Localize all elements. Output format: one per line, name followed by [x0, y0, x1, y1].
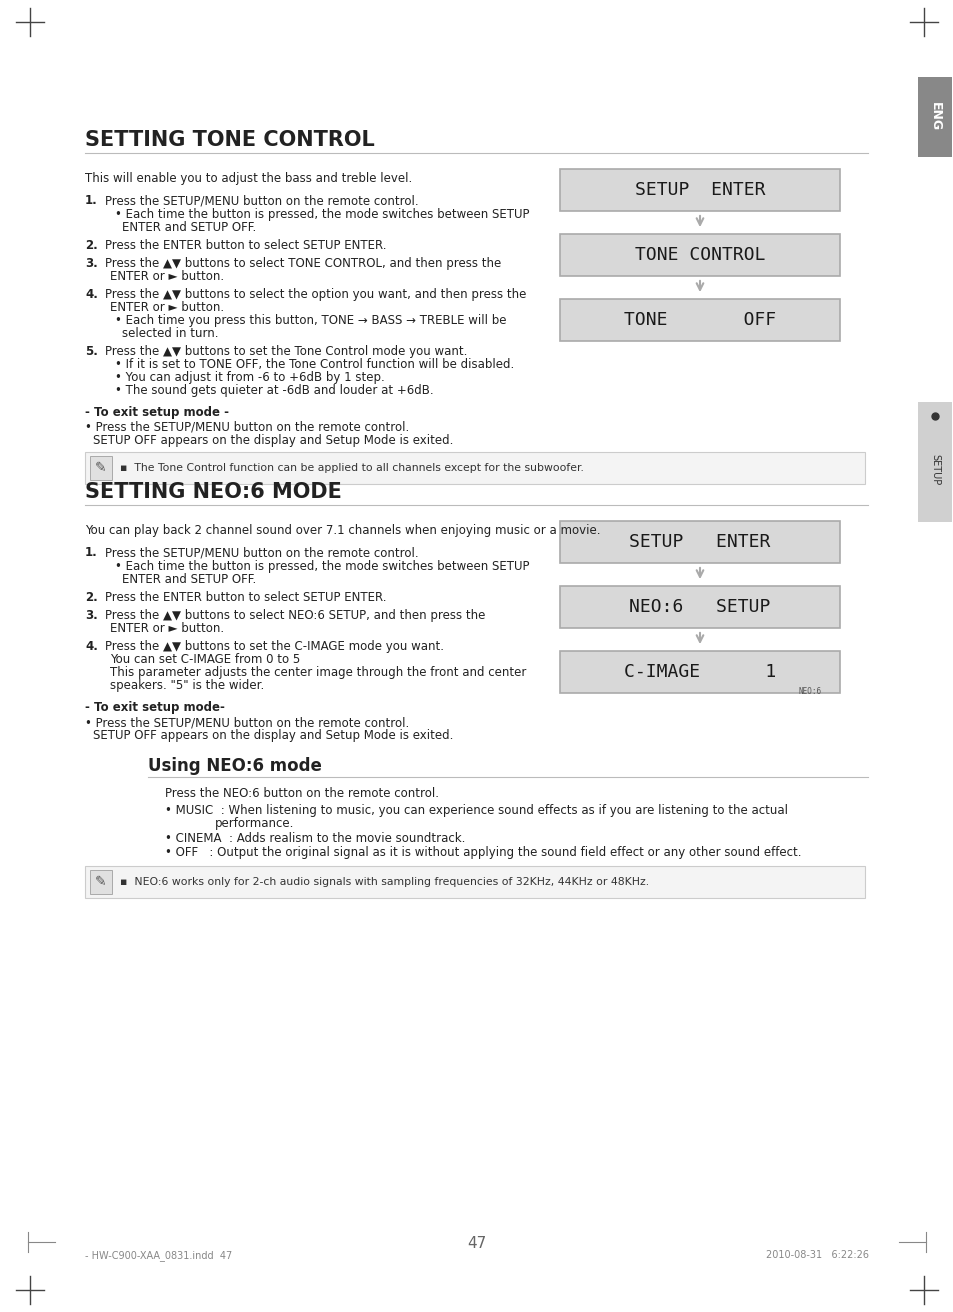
Text: • OFF   : Output the original signal as it is without applying the sound field e: • OFF : Output the original signal as it… [165, 846, 801, 859]
Bar [917, 77, 951, 157]
Text: Press the ▲▼ buttons to select TONE CONTROL, and then press the: Press the ▲▼ buttons to select TONE CONT… [105, 257, 500, 270]
Text: 4.: 4. [85, 640, 98, 653]
Text: You can play back 2 channel sound over 7.1 channels when enjoying music or a mov: You can play back 2 channel sound over 7… [85, 523, 599, 537]
Text: 2.: 2. [85, 590, 97, 604]
Text: 47: 47 [467, 1236, 486, 1252]
Text: ENTER or ► button.: ENTER or ► button. [110, 270, 224, 283]
Text: • Each time you press this button, TONE → BASS → TREBLE will be: • Each time you press this button, TONE … [115, 314, 506, 327]
Bar [90, 870, 112, 893]
Text: Press the ▲▼ buttons to select NEO:6 SETUP, and then press the: Press the ▲▼ buttons to select NEO:6 SET… [105, 609, 485, 622]
Text: SETUP   ENTER: SETUP ENTER [629, 533, 770, 551]
Bar [559, 234, 840, 276]
Text: SETUP  ENTER: SETUP ENTER [634, 181, 764, 199]
Text: This will enable you to adjust the bass and treble level.: This will enable you to adjust the bass … [85, 172, 412, 185]
Bar [559, 169, 840, 211]
Text: ✎: ✎ [95, 875, 107, 890]
Text: Press the SETUP/MENU button on the remote control.: Press the SETUP/MENU button on the remot… [105, 546, 418, 559]
Text: • Press the SETUP/MENU button on the remote control.: • Press the SETUP/MENU button on the rem… [85, 716, 409, 729]
Bar [559, 299, 840, 341]
Text: Press the ▲▼ buttons to set the C-IMAGE mode you want.: Press the ▲▼ buttons to set the C-IMAGE … [105, 640, 443, 653]
Text: ▪  The Tone Control function can be applied to all channels except for the subwo: ▪ The Tone Control function can be appli… [120, 463, 583, 474]
Text: TONE       OFF: TONE OFF [623, 311, 776, 329]
Text: Press the SETUP/MENU button on the remote control.: Press the SETUP/MENU button on the remot… [105, 194, 418, 207]
Text: Press the ▲▼ buttons to set the Tone Control mode you want.: Press the ▲▼ buttons to set the Tone Con… [105, 345, 467, 358]
Text: ENTER or ► button.: ENTER or ► button. [110, 622, 224, 635]
Text: ENTER and SETUP OFF.: ENTER and SETUP OFF. [122, 220, 256, 234]
Bar [85, 453, 864, 484]
Text: 1.: 1. [85, 194, 97, 207]
Text: SETTING NEO:6 MODE: SETTING NEO:6 MODE [85, 482, 341, 502]
Bar [559, 521, 840, 563]
Text: - HW-C900-XAA_0831.indd  47: - HW-C900-XAA_0831.indd 47 [85, 1250, 232, 1261]
Text: Press the NEO:6 button on the remote control.: Press the NEO:6 button on the remote con… [165, 787, 438, 800]
Text: NEO:6   SETUP: NEO:6 SETUP [629, 598, 770, 617]
Text: ✎: ✎ [95, 461, 107, 475]
Text: - To exit setup mode-: - To exit setup mode- [85, 701, 225, 714]
Text: 1.: 1. [85, 546, 97, 559]
Text: • Each time the button is pressed, the mode switches between SETUP: • Each time the button is pressed, the m… [115, 560, 529, 573]
Bar [559, 651, 840, 693]
Text: • MUSIC  : When listening to music, you can experience sound effects as if you a: • MUSIC : When listening to music, you c… [165, 804, 787, 817]
Bar [917, 401, 951, 522]
Text: 2.: 2. [85, 239, 97, 252]
Text: • The sound gets quieter at -6dB and louder at +6dB.: • The sound gets quieter at -6dB and lou… [115, 384, 434, 398]
Text: ENTER or ► button.: ENTER or ► button. [110, 300, 224, 314]
Text: C-IMAGE      1: C-IMAGE 1 [623, 663, 776, 681]
Text: 5.: 5. [85, 345, 98, 358]
Text: TONE CONTROL: TONE CONTROL [634, 247, 764, 264]
Text: This parameter adjusts the center image through the front and center: This parameter adjusts the center image … [110, 666, 526, 680]
Text: 2010-08-31   6:22:26: 2010-08-31 6:22:26 [765, 1250, 868, 1260]
Text: SETUP: SETUP [929, 454, 939, 485]
Text: SETUP OFF appears on the display and Setup Mode is exited.: SETUP OFF appears on the display and Set… [92, 729, 453, 743]
Text: SETTING TONE CONTROL: SETTING TONE CONTROL [85, 130, 375, 150]
Text: selected in turn.: selected in turn. [122, 327, 218, 340]
Text: 4.: 4. [85, 289, 98, 300]
Text: Press the ENTER button to select SETUP ENTER.: Press the ENTER button to select SETUP E… [105, 590, 386, 604]
Text: 3.: 3. [85, 257, 97, 270]
Text: speakers. "5" is the wider.: speakers. "5" is the wider. [110, 680, 264, 691]
Text: 3.: 3. [85, 609, 97, 622]
Text: • Each time the button is pressed, the mode switches between SETUP: • Each time the button is pressed, the m… [115, 209, 529, 220]
Text: • If it is set to TONE OFF, the Tone Control function will be disabled.: • If it is set to TONE OFF, the Tone Con… [115, 358, 514, 371]
Bar [85, 866, 864, 897]
Text: NEO:6: NEO:6 [798, 687, 821, 695]
Text: You can set C-IMAGE from 0 to 5: You can set C-IMAGE from 0 to 5 [110, 653, 300, 666]
Bar [90, 457, 112, 480]
Bar [559, 586, 840, 628]
Text: Using NEO:6 mode: Using NEO:6 mode [148, 757, 321, 775]
Text: SETUP OFF appears on the display and Setup Mode is exited.: SETUP OFF appears on the display and Set… [92, 434, 453, 447]
Text: • Press the SETUP/MENU button on the remote control.: • Press the SETUP/MENU button on the rem… [85, 421, 409, 434]
Text: Press the ENTER button to select SETUP ENTER.: Press the ENTER button to select SETUP E… [105, 239, 386, 252]
Text: performance.: performance. [214, 817, 294, 830]
Text: • You can adjust it from -6 to +6dB by 1 step.: • You can adjust it from -6 to +6dB by 1… [115, 371, 384, 384]
Text: ENG: ENG [927, 102, 941, 131]
Text: • CINEMA  : Adds realism to the movie soundtrack.: • CINEMA : Adds realism to the movie sou… [165, 832, 465, 845]
Text: - To exit setup mode -: - To exit setup mode - [85, 405, 229, 419]
Text: ▪  NEO:6 works only for 2-ch audio signals with sampling frequencies of 32KHz, 4: ▪ NEO:6 works only for 2-ch audio signal… [120, 876, 648, 887]
Text: Press the ▲▼ buttons to select the option you want, and then press the: Press the ▲▼ buttons to select the optio… [105, 289, 526, 300]
Text: ENTER and SETUP OFF.: ENTER and SETUP OFF. [122, 573, 256, 586]
